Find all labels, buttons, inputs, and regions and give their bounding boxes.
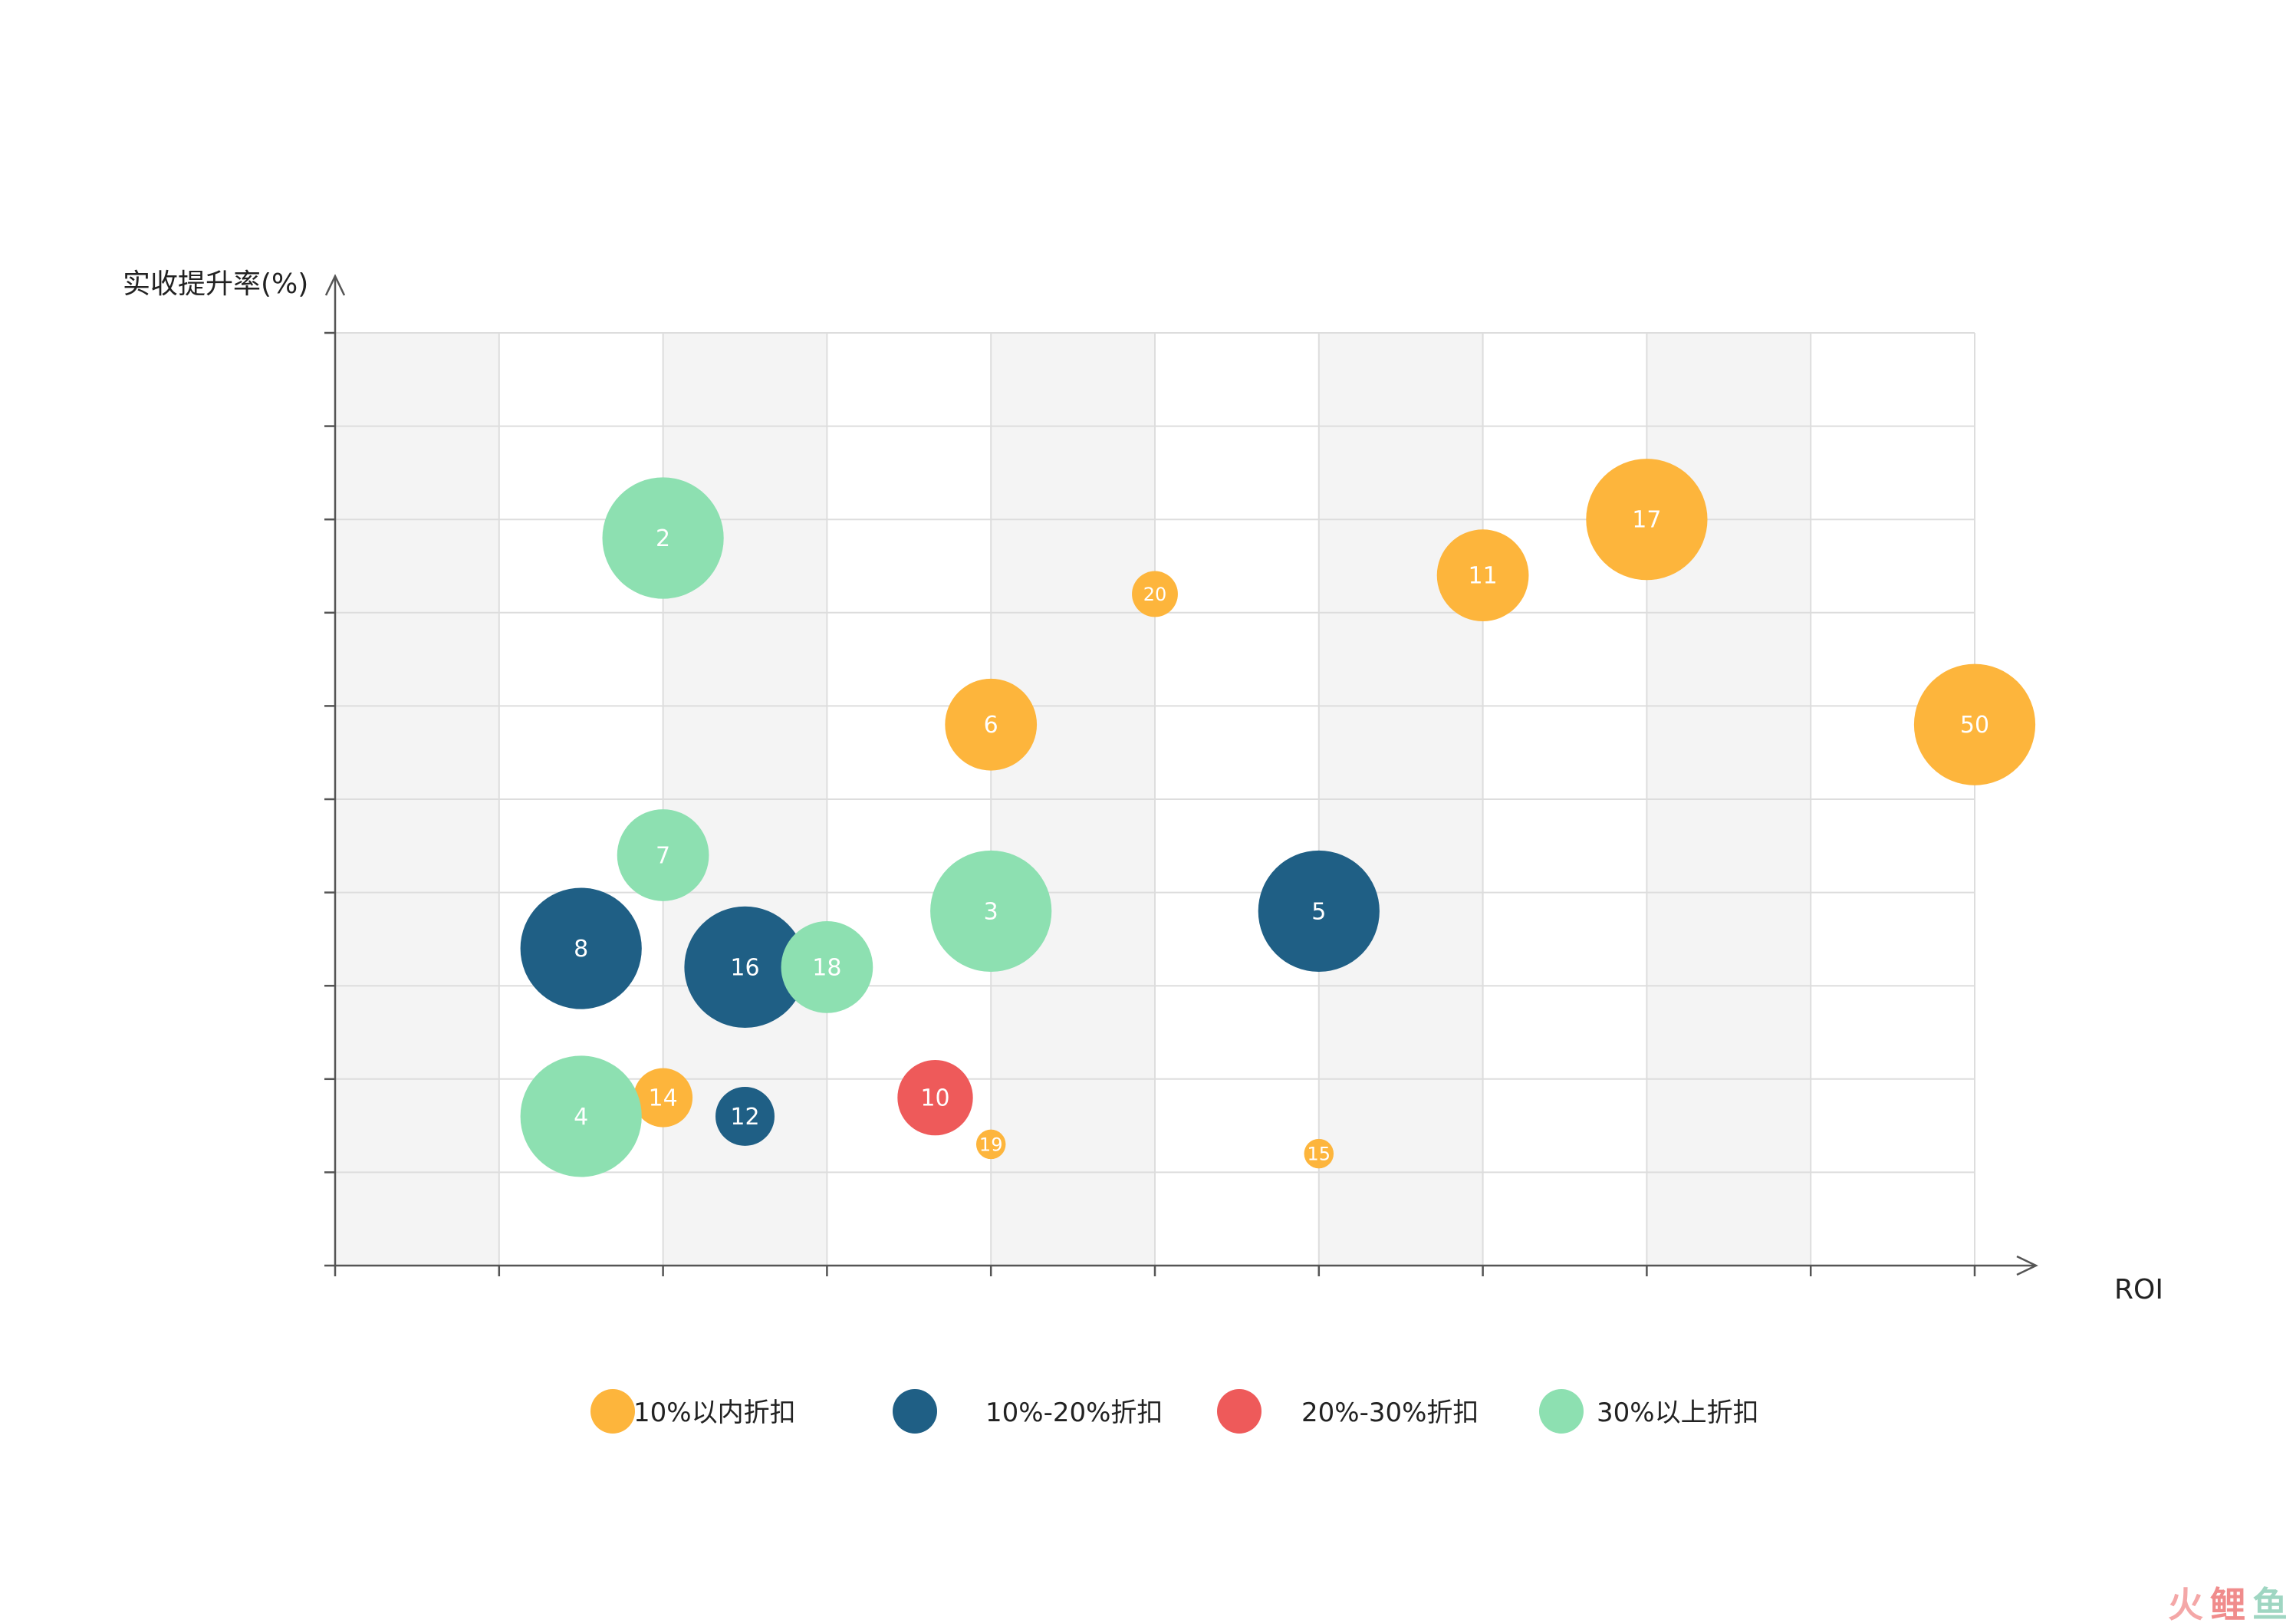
- bubble-label: 6: [984, 712, 998, 739]
- bubble: [781, 921, 873, 1013]
- bubble: [1132, 571, 1178, 617]
- bubble: [930, 850, 1052, 973]
- bubble: [684, 906, 806, 1028]
- bubble: [617, 809, 709, 901]
- legend-swatch: [893, 1389, 937, 1434]
- bubble: [1913, 663, 2036, 785]
- bubble-label: 19: [979, 1134, 1003, 1155]
- bubble-layer: 17 11 20 6 50 14 19 15 8 16 5 12 10 2 7 3 18 4: [520, 459, 2036, 1177]
- bubble: [520, 1055, 642, 1177]
- bubble-label: 2: [656, 525, 670, 552]
- bubble: [1586, 459, 1708, 581]
- bubble-label: 8: [574, 936, 588, 963]
- bubble-label: 10: [920, 1085, 949, 1112]
- watermark-char: 火: [2168, 1584, 2203, 1623]
- legend-label: 20%-30%折扣: [1301, 1397, 1479, 1428]
- legend-swatch: [1539, 1389, 1584, 1434]
- legend-label: 30%以上折扣: [1597, 1397, 1759, 1428]
- bubble-label: 50: [1960, 712, 1989, 739]
- x-axis-arrow: [2016, 1255, 2038, 1276]
- bubble-label: 12: [730, 1104, 759, 1131]
- bubble: [520, 887, 642, 1009]
- bubble-label: 7: [656, 842, 670, 869]
- bubble: [945, 678, 1038, 771]
- bubble-label: 15: [1308, 1143, 1331, 1164]
- axes: [324, 274, 2038, 1276]
- bubble-label: 14: [649, 1085, 678, 1112]
- bubble-label: 11: [1469, 563, 1498, 590]
- bubble-label: 4: [574, 1104, 588, 1131]
- bubble-label: 18: [812, 954, 841, 981]
- bubble: [975, 1129, 1006, 1160]
- y-axis-arrow: [324, 274, 346, 296]
- watermark-logo: 火鲤鱼: [2168, 1584, 2288, 1623]
- legend-label: 10%-20%折扣: [985, 1397, 1163, 1428]
- bubble: [1304, 1138, 1334, 1169]
- bubble-label: 17: [1632, 507, 1661, 534]
- bubble: [602, 477, 724, 599]
- bubble-label: 5: [1311, 898, 1326, 925]
- y-axis-label: 实收提升率(%): [123, 268, 308, 300]
- bubble-label: 3: [984, 898, 998, 925]
- bubble: [715, 1086, 775, 1146]
- watermark-char: 鲤: [2210, 1584, 2245, 1623]
- bubble: [633, 1068, 693, 1128]
- bubble-label: 20: [1143, 584, 1167, 605]
- watermark-char: 鱼: [2252, 1584, 2288, 1623]
- bubble: [1436, 529, 1529, 622]
- bubble: [897, 1059, 973, 1136]
- legend-label: 10%以内折扣: [633, 1397, 796, 1428]
- legend-swatch: [590, 1389, 635, 1434]
- legend-swatch: [1217, 1389, 1261, 1434]
- bubble: [1258, 850, 1380, 973]
- legend: 10%以内折扣 10%-20%折扣 20%-30%折扣 30%以上折扣: [590, 1389, 1759, 1434]
- x-axis-label: ROI: [2114, 1274, 2163, 1305]
- bubble-label: 16: [730, 954, 759, 981]
